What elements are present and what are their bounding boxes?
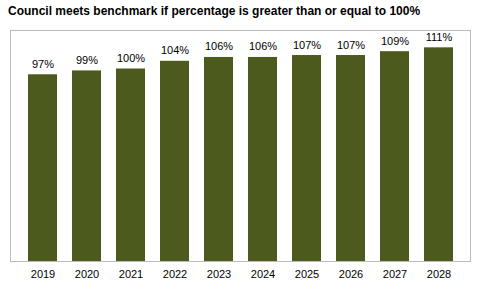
svg-text:2021: 2021 (119, 268, 143, 280)
svg-text:107%: 107% (293, 39, 321, 51)
svg-text:2026: 2026 (339, 268, 363, 280)
svg-text:106%: 106% (205, 40, 233, 52)
svg-text:111%: 111% (426, 31, 453, 43)
svg-text:2020: 2020 (75, 268, 99, 280)
html-text:Council meets benchmark if per: Council meets benchmark if percentage is… (8, 4, 421, 18)
svg-text:100%: 100% (117, 52, 145, 64)
svg-text:2025: 2025 (295, 268, 319, 280)
svg-text:2022: 2022 (163, 268, 187, 280)
svg-text:2027: 2027 (383, 268, 407, 280)
svg-text:2023: 2023 (207, 268, 231, 280)
svg-text:97%: 97% (32, 58, 54, 70)
svg-text:2028: 2028 (427, 268, 451, 280)
svg-text:2019: 2019 (31, 268, 55, 280)
svg-text:99%: 99% (76, 54, 98, 66)
svg-text:109%: 109% (381, 35, 409, 47)
svg-text:107%: 107% (337, 39, 365, 51)
svg-text:106%: 106% (249, 40, 277, 52)
svg-text:104%: 104% (161, 44, 189, 56)
svg-text:2024: 2024 (251, 268, 275, 280)
